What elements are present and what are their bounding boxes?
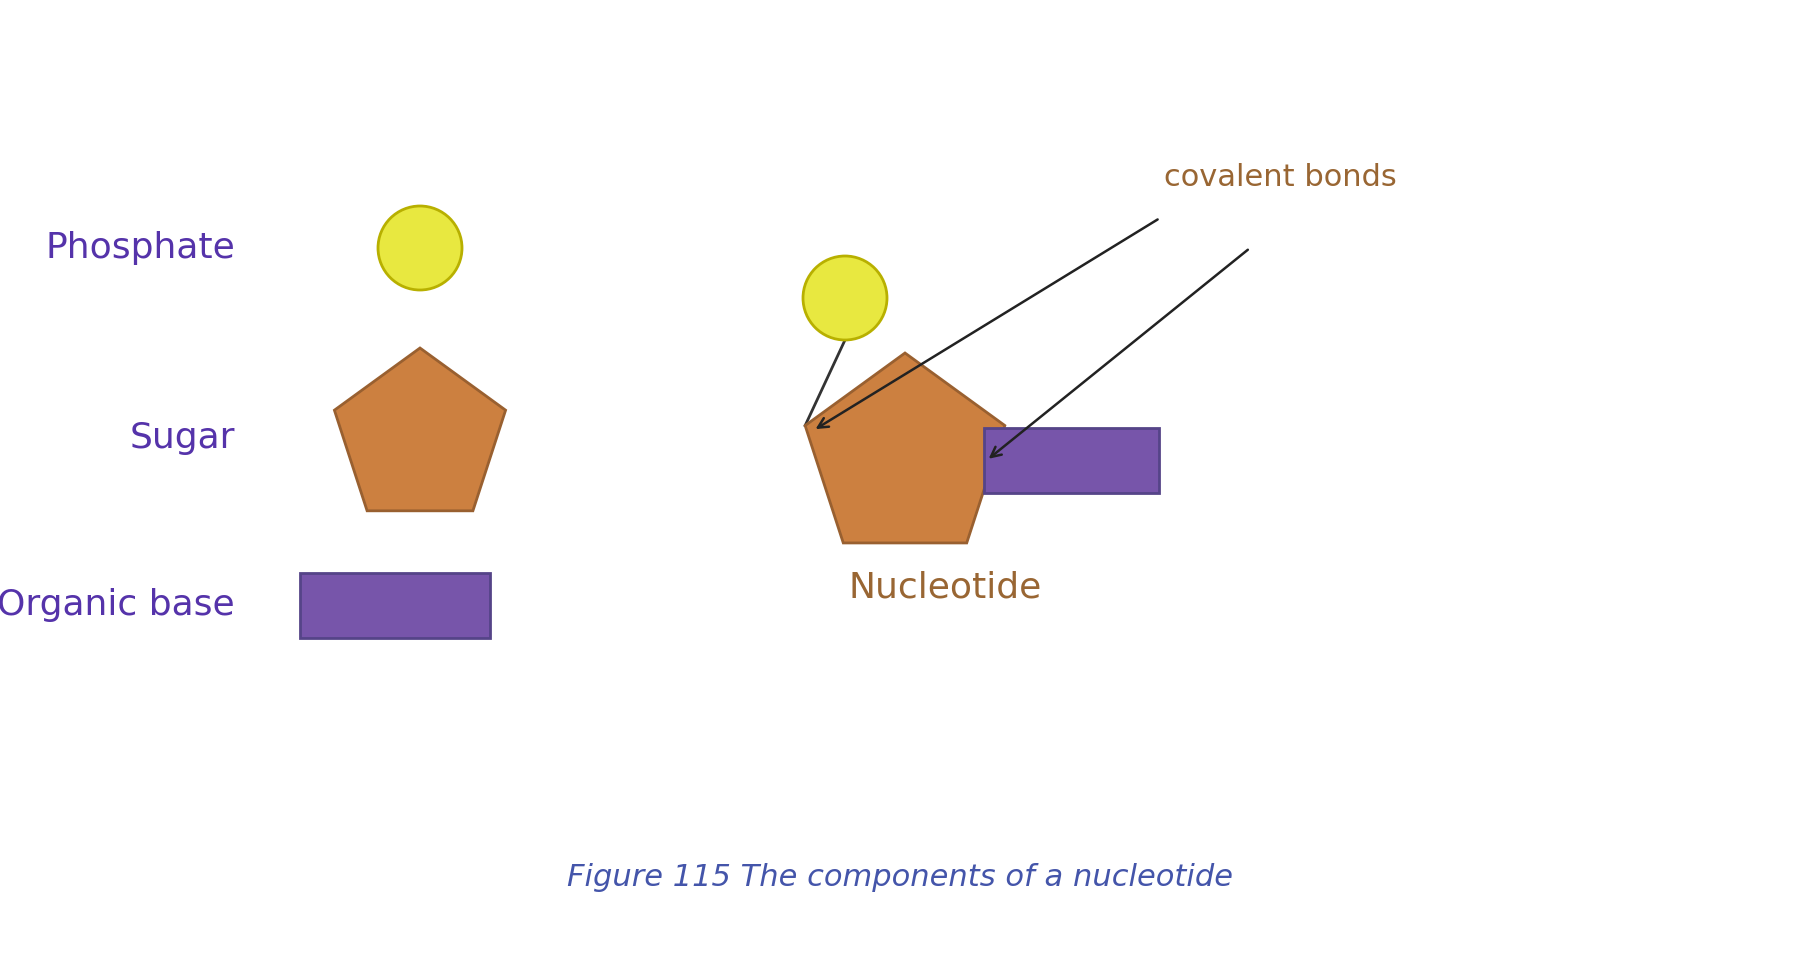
Text: Sugar: Sugar — [130, 421, 236, 455]
Bar — [983, 428, 1159, 493]
Circle shape — [803, 256, 887, 340]
Text: Figure 115 The components of a nucleotide: Figure 115 The components of a nucleotid… — [567, 863, 1233, 892]
Text: Nucleotide: Nucleotide — [848, 571, 1042, 605]
Text: covalent bonds: covalent bonds — [1163, 164, 1397, 193]
Text: Phosphate: Phosphate — [45, 231, 236, 265]
Text: Organic base: Organic base — [0, 589, 236, 622]
Polygon shape — [335, 348, 506, 511]
Bar — [301, 573, 490, 638]
Circle shape — [378, 206, 463, 290]
Polygon shape — [805, 353, 1004, 543]
